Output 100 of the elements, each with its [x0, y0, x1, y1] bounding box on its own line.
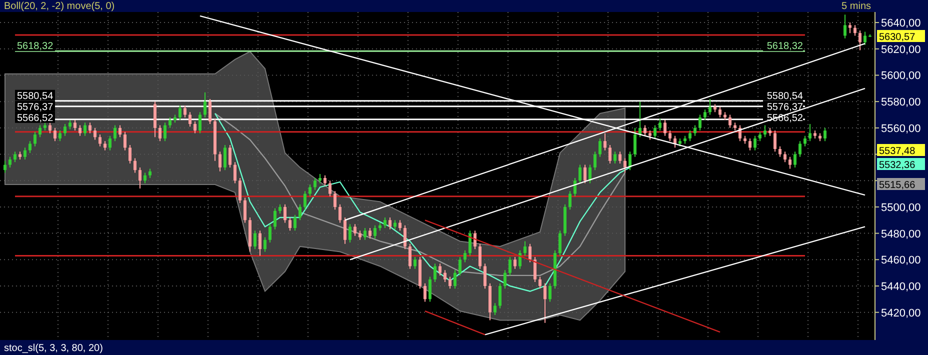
candlestick: [218, 151, 222, 172]
candlestick: [568, 190, 572, 210]
candlestick: [718, 106, 722, 118]
candlestick: [348, 224, 352, 244]
candlestick: [788, 156, 792, 170]
candlestick: [608, 144, 612, 164]
candlestick: [534, 256, 536, 283]
candlestick: [244, 197, 246, 224]
candlestick: [778, 146, 782, 158]
candlestick: [428, 276, 432, 302]
text: 5630,57: [879, 32, 916, 43]
candlestick: [528, 243, 532, 263]
candlestick: [198, 112, 202, 134]
candlestick: [38, 124, 42, 138]
candlestick: [498, 282, 502, 309]
candlestick: [268, 224, 272, 244]
candlestick: [184, 105, 186, 118]
candlestick: [758, 131, 762, 142]
ref-line-label: 5566,52: [17, 112, 54, 124]
candlestick: [598, 138, 602, 158]
candlestick: [144, 172, 146, 184]
candlestick: [408, 243, 412, 270]
candlestick: [654, 124, 656, 139]
candlestick: [108, 135, 112, 151]
candlestick: [754, 135, 756, 151]
candlestick: [68, 120, 72, 130]
candlestick: [318, 174, 322, 184]
ref-line-label: 5576,37: [17, 102, 54, 113]
text: 5618,32: [766, 41, 803, 52]
candlestick: [8, 156, 12, 168]
candlestick: [264, 236, 266, 252]
text: 5580,54: [766, 90, 803, 102]
candlestick: [104, 140, 106, 151]
candlestick: [344, 216, 346, 244]
candlestick: [194, 120, 196, 134]
candlestick: [634, 127, 636, 158]
chart-title: Boll(20, 2, -2) move(5, 0): [4, 1, 115, 12]
candlestick: [98, 134, 102, 147]
candlestick: [308, 184, 312, 197]
candlestick: [258, 230, 262, 256]
text: 5515,66: [879, 180, 916, 191]
candlestick: [664, 120, 666, 136]
ref-line-label: 5618,32: [17, 41, 54, 52]
candlestick: [238, 177, 242, 204]
candlestick: [314, 177, 316, 190]
candlestick: [438, 263, 442, 276]
candlestick: [704, 108, 706, 121]
candlestick: [464, 250, 466, 263]
y-tick-label: 5640,00: [881, 18, 921, 30]
candlestick: [58, 130, 62, 142]
candlestick: [294, 214, 296, 232]
text: stoc_sl(5, 3, 3, 80, 20): [4, 343, 103, 354]
candlestick: [414, 256, 416, 270]
candlestick: [458, 256, 462, 276]
candlestick: [88, 122, 92, 134]
candlestick: [398, 220, 402, 232]
candlestick: [794, 151, 796, 168]
candlestick: [808, 123, 812, 142]
candlestick: [674, 135, 676, 148]
candlestick: [288, 216, 292, 232]
candlestick: [594, 151, 596, 171]
candlestick: [168, 116, 172, 128]
candlestick: [14, 151, 16, 163]
candlestick: [774, 130, 776, 152]
candlestick: [388, 216, 392, 230]
candlestick: [544, 282, 546, 324]
y-tick-label: 5440,00: [881, 280, 921, 293]
candlestick: [78, 124, 82, 136]
candlestick: [764, 124, 766, 138]
candlestick: [844, 14, 846, 39]
candlestick: [374, 224, 376, 240]
candlestick: [364, 228, 366, 240]
candlestick: [824, 127, 826, 142]
candlestick: [578, 164, 582, 184]
candlestick: [864, 31, 866, 46]
candlestick: [234, 162, 236, 184]
candlestick: [34, 131, 36, 147]
candlestick: [48, 122, 52, 134]
candlestick: [644, 124, 646, 136]
candlestick: [584, 164, 586, 184]
candlestick: [64, 123, 66, 136]
candlestick: [358, 230, 362, 240]
candlestick: [4, 160, 6, 174]
candlestick: [588, 164, 592, 184]
candlestick: [478, 243, 482, 270]
candlestick: [158, 124, 162, 142]
candlestick: [514, 256, 516, 270]
candlestick: [658, 118, 662, 132]
candlestick: [274, 208, 276, 230]
candlestick: [384, 216, 386, 229]
candlestick: [804, 135, 806, 147]
candlestick: [624, 158, 626, 174]
candlestick: [698, 114, 702, 132]
candlestick: [424, 282, 426, 302]
candlestick: [524, 240, 526, 256]
candlestick: [728, 114, 732, 128]
candlestick: [448, 276, 452, 290]
candlestick: [124, 131, 126, 151]
candlestick: [454, 270, 456, 290]
candlestick: [28, 140, 32, 154]
